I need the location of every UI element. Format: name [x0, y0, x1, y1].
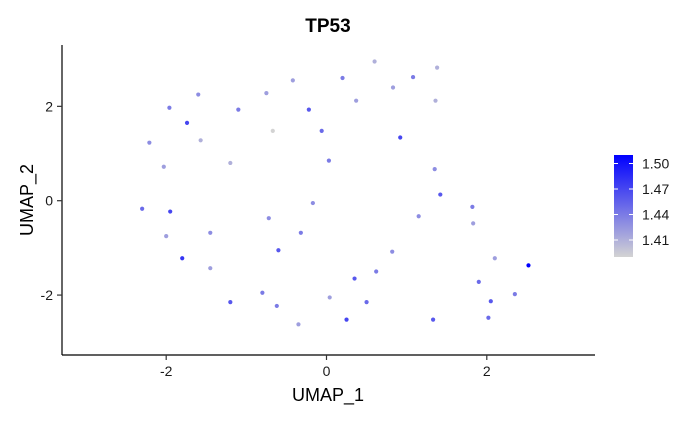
- data-point: [432, 166, 437, 172]
- data-point: [340, 75, 345, 81]
- data-point: [438, 192, 443, 197]
- data-point: [398, 135, 403, 140]
- data-point: [228, 160, 233, 166]
- x-axis-title: UMAP_1: [292, 385, 364, 406]
- data-point: [390, 249, 395, 254]
- y-axis-title: UMAP_2: [17, 164, 38, 236]
- data-point: [290, 78, 295, 83]
- data-point: [266, 216, 271, 221]
- y-tick-label: -2: [41, 287, 54, 303]
- data-point: [228, 300, 233, 305]
- data-point: [319, 128, 324, 133]
- data-point: [161, 164, 166, 169]
- data-point: [180, 256, 185, 261]
- data-point: [167, 105, 172, 110]
- data-point: [147, 140, 152, 145]
- color-legend: 1.41 1.44 1.47 1.50: [614, 155, 669, 257]
- x-ticks: -2 0 2: [160, 355, 491, 379]
- x-tick-label: 0: [323, 363, 331, 379]
- data-point: [486, 315, 491, 320]
- data-point: [276, 248, 281, 253]
- data-point: [164, 233, 169, 239]
- data-point: [326, 158, 332, 163]
- data-point: [488, 299, 493, 304]
- data-point: [364, 300, 369, 305]
- data-point: [296, 322, 301, 327]
- points: [140, 59, 531, 327]
- colorbar-tick-label: 1.44: [642, 207, 669, 223]
- data-point: [236, 107, 241, 112]
- colorbar-tick-label: 1.50: [642, 156, 669, 172]
- data-point: [208, 266, 213, 271]
- y-tick-label: 2: [45, 98, 53, 114]
- data-point: [298, 230, 303, 235]
- data-point: [512, 292, 517, 297]
- data-point: [526, 263, 531, 268]
- data-point: [471, 221, 476, 226]
- data-point: [208, 230, 213, 235]
- data-point: [416, 214, 421, 219]
- data-point: [430, 317, 436, 322]
- data-point: [264, 91, 269, 96]
- x-tick-label: 2: [483, 363, 491, 379]
- data-point: [140, 206, 145, 211]
- chart-title: TP53: [305, 16, 350, 37]
- data-point: [306, 107, 311, 112]
- data-point: [344, 317, 349, 322]
- colorbar-tick-label: 1.41: [642, 232, 669, 248]
- data-point: [492, 256, 497, 261]
- axes: [61, 45, 595, 356]
- colorbar-ticks: 1.41 1.44 1.47 1.50: [614, 156, 669, 248]
- data-point: [274, 303, 279, 309]
- data-point: [168, 209, 173, 214]
- colorbar: [614, 155, 633, 257]
- data-point: [196, 92, 201, 97]
- data-point: [310, 200, 315, 206]
- data-point: [352, 276, 357, 281]
- data-point: [260, 290, 265, 295]
- data-point: [470, 204, 475, 209]
- data-point: [476, 279, 481, 284]
- colorbar-tick-label: 1.47: [642, 181, 669, 197]
- data-point: [184, 120, 190, 125]
- data-point: [327, 295, 332, 300]
- data-point: [435, 65, 440, 70]
- data-point: [354, 98, 359, 103]
- data-point: [390, 85, 396, 90]
- data-point: [198, 138, 203, 143]
- x-tick-label: -2: [160, 363, 173, 379]
- data-point: [433, 98, 438, 103]
- data-point: [270, 128, 275, 133]
- y-tick-label: 0: [45, 193, 53, 209]
- data-point: [374, 269, 379, 274]
- data-point: [372, 59, 377, 64]
- y-ticks: -2 0 2: [41, 98, 62, 303]
- data-point: [410, 74, 416, 80]
